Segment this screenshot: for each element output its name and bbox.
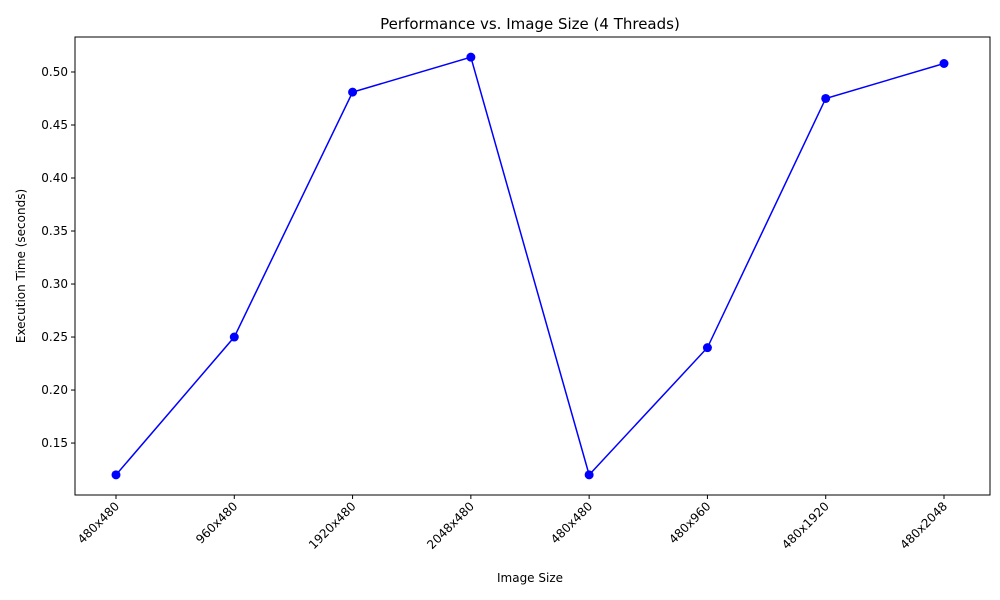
y-axis: 0.15 0.20 0.25 0.30 0.35 0.40 0.45 0.50 [41,65,75,450]
series-line [115,56,945,477]
x-axis-label: Image Size [497,571,563,585]
data-point [702,343,712,353]
data-points [111,52,949,480]
y-tick-label: 0.45 [41,118,68,132]
data-point [939,59,949,69]
y-tick-label: 0.25 [41,330,68,344]
y-tick-label: 0.50 [41,65,68,79]
chart-title: Performance vs. Image Size (4 Threads) [380,15,680,33]
data-point [111,470,121,480]
y-tick-label: 0.35 [41,224,68,238]
data-point [584,470,594,480]
data-point [348,87,358,97]
plot-area-frame [74,36,991,496]
y-tick-label: 0.15 [41,436,68,450]
y-tick-label: 0.20 [41,383,68,397]
y-axis-label: Execution Time (seconds) [14,189,28,343]
data-point [466,52,476,62]
y-tick-label: 0.30 [41,277,68,291]
y-tick-label: 0.40 [41,171,68,185]
data-point [821,93,831,103]
data-point [229,332,239,342]
